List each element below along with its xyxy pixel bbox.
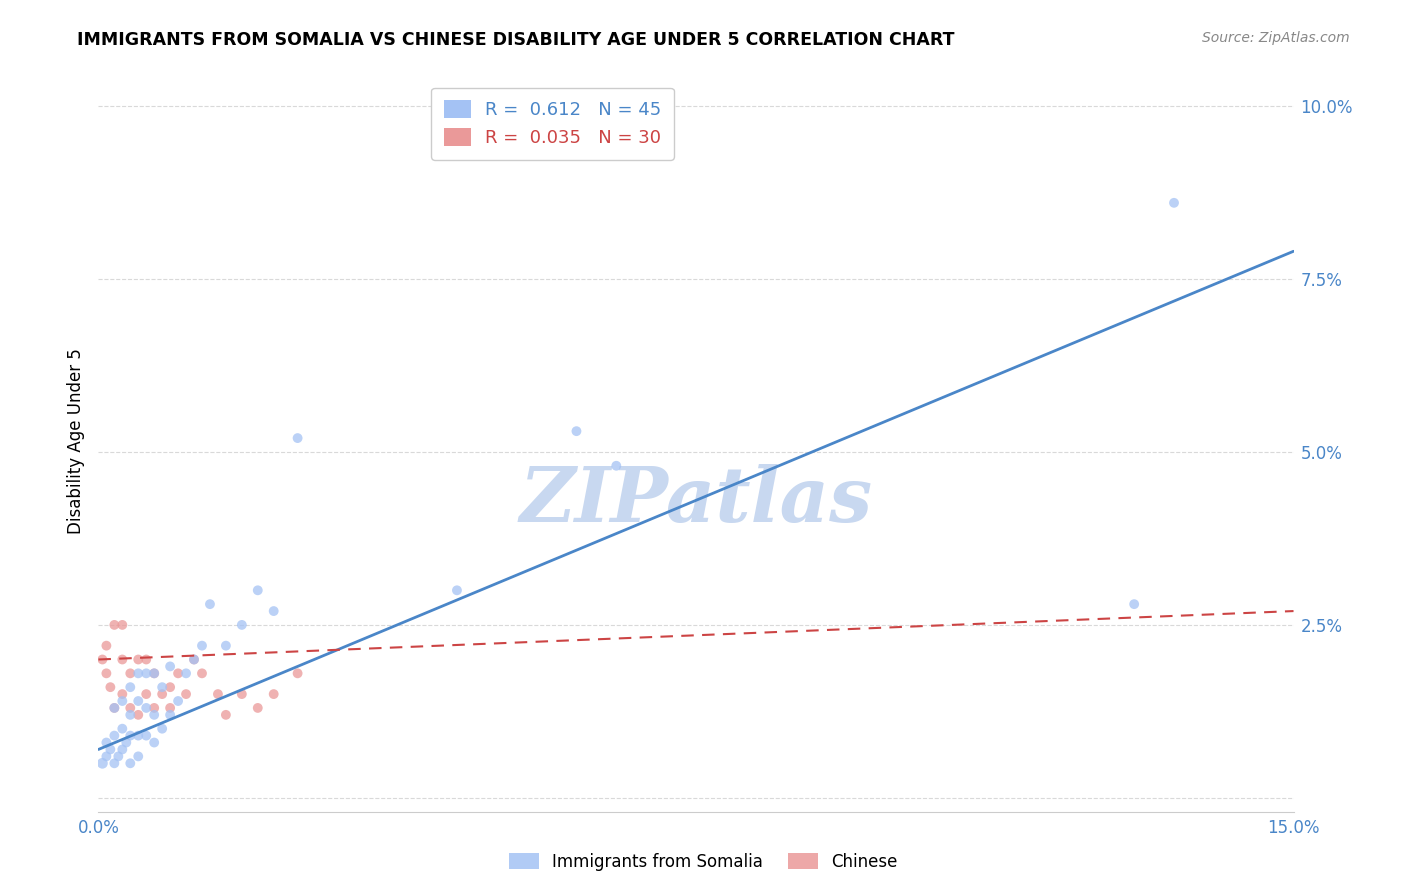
Point [111, 694, 134, 708]
Point [246, 583, 269, 598]
Point [127, 694, 149, 708]
Point [103, 618, 125, 632]
Point [135, 701, 157, 715]
Point [143, 707, 166, 722]
Point [167, 694, 190, 708]
Legend: Immigrants from Somalia, Chinese: Immigrants from Somalia, Chinese [501, 845, 905, 880]
Point [1123, 597, 1146, 611]
Point [96, 639, 118, 653]
Point [111, 618, 134, 632]
Point [127, 652, 149, 666]
Point [91, 652, 114, 666]
Point [135, 652, 157, 666]
Point [111, 687, 134, 701]
Point [143, 735, 166, 749]
Point [605, 458, 627, 473]
Point [127, 707, 149, 722]
Point [96, 735, 118, 749]
Point [127, 729, 149, 743]
Point [150, 722, 173, 736]
Point [103, 701, 125, 715]
Point [127, 749, 149, 764]
Point [103, 729, 125, 743]
Point [191, 639, 214, 653]
Point [143, 666, 166, 681]
Point [287, 666, 309, 681]
Point [143, 666, 166, 681]
Point [120, 680, 142, 694]
Y-axis label: Disability Age Under 5: Disability Age Under 5 [66, 349, 84, 534]
Point [215, 707, 238, 722]
Point [120, 729, 142, 743]
Point [198, 597, 221, 611]
Point [1163, 195, 1185, 210]
Point [446, 583, 468, 598]
Point [120, 756, 142, 771]
Point [174, 666, 197, 681]
Point [127, 666, 149, 681]
Point [135, 666, 157, 681]
Point [120, 701, 142, 715]
Text: Source: ZipAtlas.com: Source: ZipAtlas.com [1202, 31, 1350, 45]
Point [120, 666, 142, 681]
Point [215, 639, 238, 653]
Point [143, 701, 166, 715]
Point [98, 742, 122, 756]
Point [231, 687, 253, 701]
Point [207, 687, 229, 701]
Point [120, 707, 142, 722]
Point [174, 687, 197, 701]
Point [150, 687, 173, 701]
Text: ZIPatlas: ZIPatlas [519, 464, 873, 538]
Point [103, 756, 125, 771]
Point [135, 687, 157, 701]
Point [96, 666, 118, 681]
Point [183, 652, 205, 666]
Point [111, 652, 134, 666]
Point [287, 431, 309, 445]
Point [135, 729, 157, 743]
Point [91, 756, 114, 771]
Point [115, 735, 138, 749]
Point [246, 701, 269, 715]
Point [183, 652, 205, 666]
Point [111, 722, 134, 736]
Point [103, 701, 125, 715]
Point [150, 680, 173, 694]
Point [191, 666, 214, 681]
Point [159, 680, 181, 694]
Point [98, 680, 122, 694]
Text: IMMIGRANTS FROM SOMALIA VS CHINESE DISABILITY AGE UNDER 5 CORRELATION CHART: IMMIGRANTS FROM SOMALIA VS CHINESE DISAB… [77, 31, 955, 49]
Point [167, 666, 190, 681]
Point [111, 742, 134, 756]
Legend: R =  0.612   N = 45, R =  0.035   N = 30: R = 0.612 N = 45, R = 0.035 N = 30 [432, 87, 673, 160]
Point [231, 618, 253, 632]
Point [107, 749, 129, 764]
Point [263, 687, 285, 701]
Point [263, 604, 285, 618]
Point [159, 707, 181, 722]
Point [96, 749, 118, 764]
Point [565, 424, 588, 438]
Point [159, 701, 181, 715]
Point [159, 659, 181, 673]
